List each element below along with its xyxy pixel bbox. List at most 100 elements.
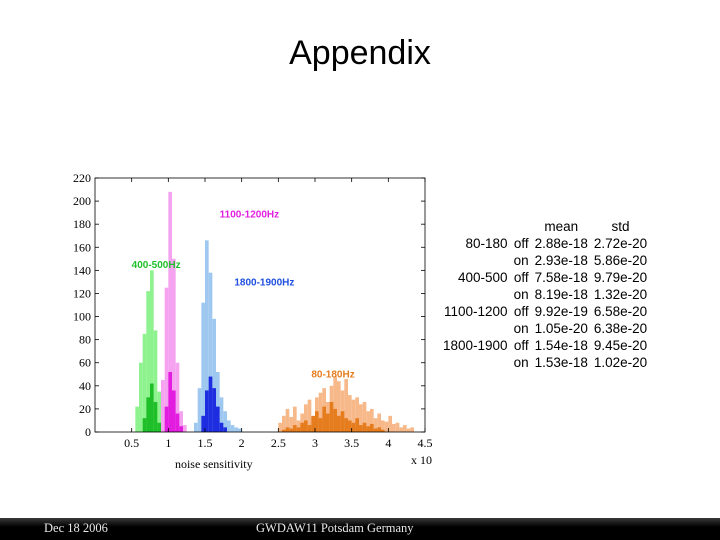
- histogram-bar: [150, 270, 154, 432]
- statistics-header-cell: [511, 218, 532, 235]
- statistics-cell: 6.38e-20: [593, 321, 648, 336]
- histogram-bar: [208, 376, 213, 432]
- histogram-bar: [337, 415, 341, 432]
- histogram-bar: [333, 408, 337, 432]
- histogram-bar: [293, 406, 297, 432]
- histogram-bar: [219, 422, 224, 432]
- histogram-bar: [285, 408, 290, 432]
- histogram-bar: [223, 427, 227, 432]
- histogram-bar: [201, 415, 205, 432]
- statistics-cell: 2.88e-18: [534, 236, 588, 251]
- histogram-bar: [278, 422, 282, 432]
- histogram-bar: [373, 418, 378, 432]
- histogram-bar: [164, 287, 169, 432]
- histogram-bar: [205, 240, 209, 432]
- histogram-bar: [293, 425, 297, 432]
- statistics-cell: off: [513, 304, 529, 319]
- statistics-row: on 2.93e-18 5.86e-20: [440, 252, 650, 269]
- histogram-bar: [296, 420, 301, 432]
- histogram-bar: [153, 330, 158, 432]
- statistics-cell: 8.19e-18: [534, 287, 588, 302]
- statistics-cell: off: [513, 338, 529, 353]
- histogram-bar: [381, 420, 385, 432]
- histogram-bar: [329, 401, 334, 432]
- histogram-bar: [282, 429, 286, 432]
- histogram-bar: [197, 388, 202, 432]
- histogram-bar: [307, 425, 312, 432]
- histogram-bar: [333, 376, 337, 432]
- histogram-bar: [370, 408, 374, 432]
- histogram-bar: [403, 425, 407, 432]
- statistics-header-row: mean std: [440, 218, 650, 235]
- series-annotation: 400-500Hz: [132, 260, 181, 271]
- histogram-bar: [201, 302, 205, 432]
- statistics-cell: off: [513, 236, 529, 251]
- x-tick-label: 0.5: [124, 436, 139, 450]
- histogram-bar: [179, 426, 183, 432]
- statistics-cell: 1.02e-20: [593, 355, 648, 370]
- histogram-bar: [359, 425, 363, 432]
- x-tick-label: 1: [165, 436, 171, 450]
- histogram-bar: [175, 362, 180, 432]
- x-axis-exponent-base: x 10: [411, 453, 432, 467]
- statistics-cell: 2.93e-18: [534, 253, 588, 268]
- histogram-bar: [157, 422, 161, 432]
- histogram-bar: [282, 415, 286, 432]
- histogram-bar: [366, 411, 370, 432]
- y-tick-label: 220: [73, 172, 91, 185]
- histogram-bar: [183, 425, 187, 432]
- statistics-row: 400-500 off 7.58e-18 9.79e-20: [440, 269, 650, 286]
- histogram-bar: [194, 422, 198, 432]
- histogram-bar: [344, 378, 348, 432]
- x-axis-label: noise sensitivity: [175, 457, 253, 471]
- histogram-bar: [366, 426, 370, 432]
- histogram-bar: [168, 191, 172, 432]
- x-tick-label: 1.5: [198, 436, 213, 450]
- histogram-bar: [205, 390, 209, 432]
- footer-bar: Dec 18 2006 GWDAW11 Potsdam Germany: [0, 518, 720, 540]
- statistics-row: 1800-1900 off 1.54e-18 9.45e-20: [440, 337, 650, 354]
- histogram-bar: [370, 423, 374, 432]
- statistics-row: 1100-1200 off 9.92e-19 6.58e-20: [440, 303, 650, 320]
- histogram-bar: [212, 318, 216, 432]
- histogram-bar: [153, 401, 158, 432]
- histogram-bar: [223, 411, 227, 432]
- histogram-bar: [410, 427, 414, 432]
- statistics-row: 80-180 off 2.88e-18 2.72e-20: [440, 235, 650, 252]
- statistics-cell: 9.92e-19: [534, 304, 588, 319]
- statistics-header-cell: [440, 218, 511, 235]
- y-tick-label: 80: [79, 333, 91, 347]
- histogram-bar: [161, 380, 165, 432]
- x-tick-label: 2.5: [271, 436, 286, 450]
- histogram-bar: [168, 371, 172, 432]
- histogram-bar: [208, 272, 213, 432]
- histogram-bar: [234, 427, 238, 432]
- statistics-cell: 400-500: [458, 270, 508, 285]
- y-tick-label: 120: [73, 286, 91, 300]
- histogram-bar: [300, 422, 304, 432]
- plot-frame: [94, 177, 426, 433]
- statistics-cell: 80-180: [465, 236, 508, 251]
- histogram-bar: [219, 397, 224, 432]
- statistics-cell: 1800-1900: [443, 338, 508, 353]
- statistics-cell: 9.45e-20: [593, 338, 648, 353]
- histogram-bar: [304, 420, 308, 432]
- statistics-cell: 2.72e-20: [593, 236, 648, 251]
- histogram-bar: [146, 397, 150, 432]
- histogram-bar: [227, 420, 231, 432]
- histogram-bar: [340, 411, 345, 432]
- x-tick-label: 2: [239, 436, 245, 450]
- histogram-bar: [238, 428, 242, 432]
- histogram-chart: 0 20 40 60 80 100 120 140 160 180 200 220 0.5 1 1.5 2 2.…: [73, 172, 433, 471]
- histogram-bar: [318, 392, 323, 432]
- histogram-bar: [216, 406, 220, 432]
- footer-conference: GWDAW11 Potsdam Germany: [256, 521, 414, 535]
- histogram-bar: [326, 413, 330, 432]
- x-tick-label: 4.5: [418, 436, 433, 450]
- statistics-row: on 1.05e-20 6.38e-20: [440, 320, 650, 337]
- histogram-bar: [322, 406, 326, 432]
- histogram-bar: [348, 395, 352, 432]
- y-tick-label: 160: [73, 240, 91, 254]
- slide-title: Appendix: [289, 34, 431, 72]
- statistics-cell: 9.79e-20: [593, 270, 648, 285]
